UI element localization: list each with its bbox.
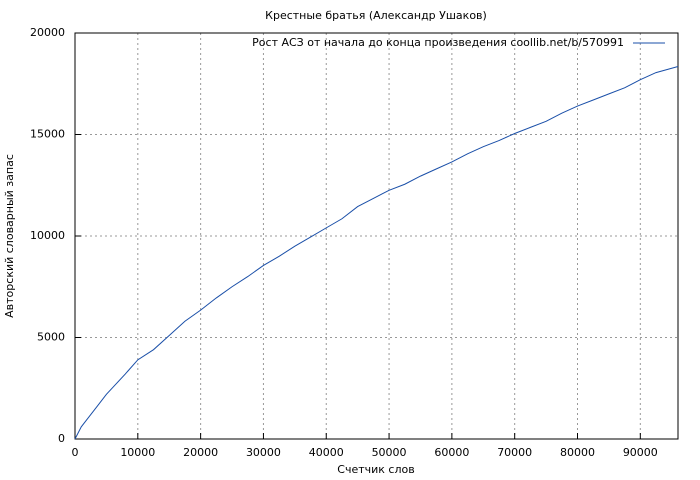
data-line [74, 66, 679, 440]
x-tick-label: 20000 [183, 446, 218, 459]
x-tick-label: 30000 [246, 446, 281, 459]
x-tick-label: 40000 [309, 446, 344, 459]
y-tick-label: 5000 [37, 331, 65, 344]
y-tick-label: 15000 [30, 128, 65, 141]
y-tick-label: 20000 [30, 26, 65, 39]
x-tick-label: 50000 [372, 446, 407, 459]
plot-frame [74, 32, 679, 440]
x-tick-label: 80000 [560, 446, 595, 459]
x-tick-label: 60000 [434, 446, 469, 459]
y-tick-label: 0 [58, 432, 65, 445]
x-tick-label: 90000 [623, 446, 658, 459]
chart-title: Крестные братья (Александр Ушаков) [265, 9, 487, 22]
x-tick-label: 0 [72, 446, 79, 459]
x-axis-label: Счетчик слов [337, 463, 414, 476]
y-tick-label: 10000 [30, 229, 65, 242]
legend-label: Рост АСЗ от начала до конца произведения… [252, 36, 624, 49]
x-tick-label: 10000 [120, 446, 155, 459]
y-axis-label: Авторский словарный запас [3, 154, 16, 318]
x-tick-label: 70000 [497, 446, 532, 459]
